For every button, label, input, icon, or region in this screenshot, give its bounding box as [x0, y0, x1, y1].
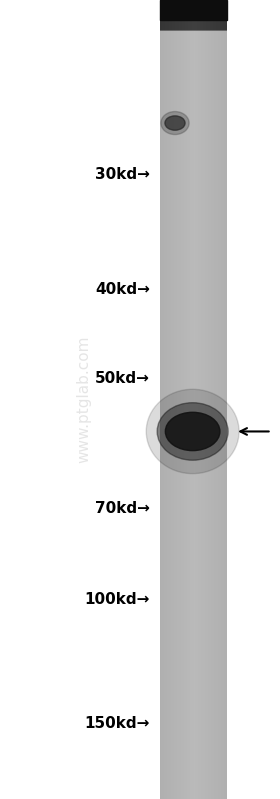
- Ellipse shape: [161, 112, 189, 134]
- Text: 30kd→: 30kd→: [95, 167, 150, 181]
- Ellipse shape: [157, 403, 228, 460]
- Text: 100kd→: 100kd→: [85, 592, 150, 606]
- Text: 150kd→: 150kd→: [85, 717, 150, 731]
- Text: www.ptglab.com: www.ptglab.com: [76, 336, 92, 463]
- Text: 70kd→: 70kd→: [95, 502, 150, 516]
- Ellipse shape: [165, 412, 220, 451]
- Bar: [160, 0, 227, 20]
- Ellipse shape: [165, 116, 185, 130]
- Text: 40kd→: 40kd→: [95, 282, 150, 296]
- Ellipse shape: [146, 389, 239, 474]
- Text: 50kd→: 50kd→: [95, 372, 150, 386]
